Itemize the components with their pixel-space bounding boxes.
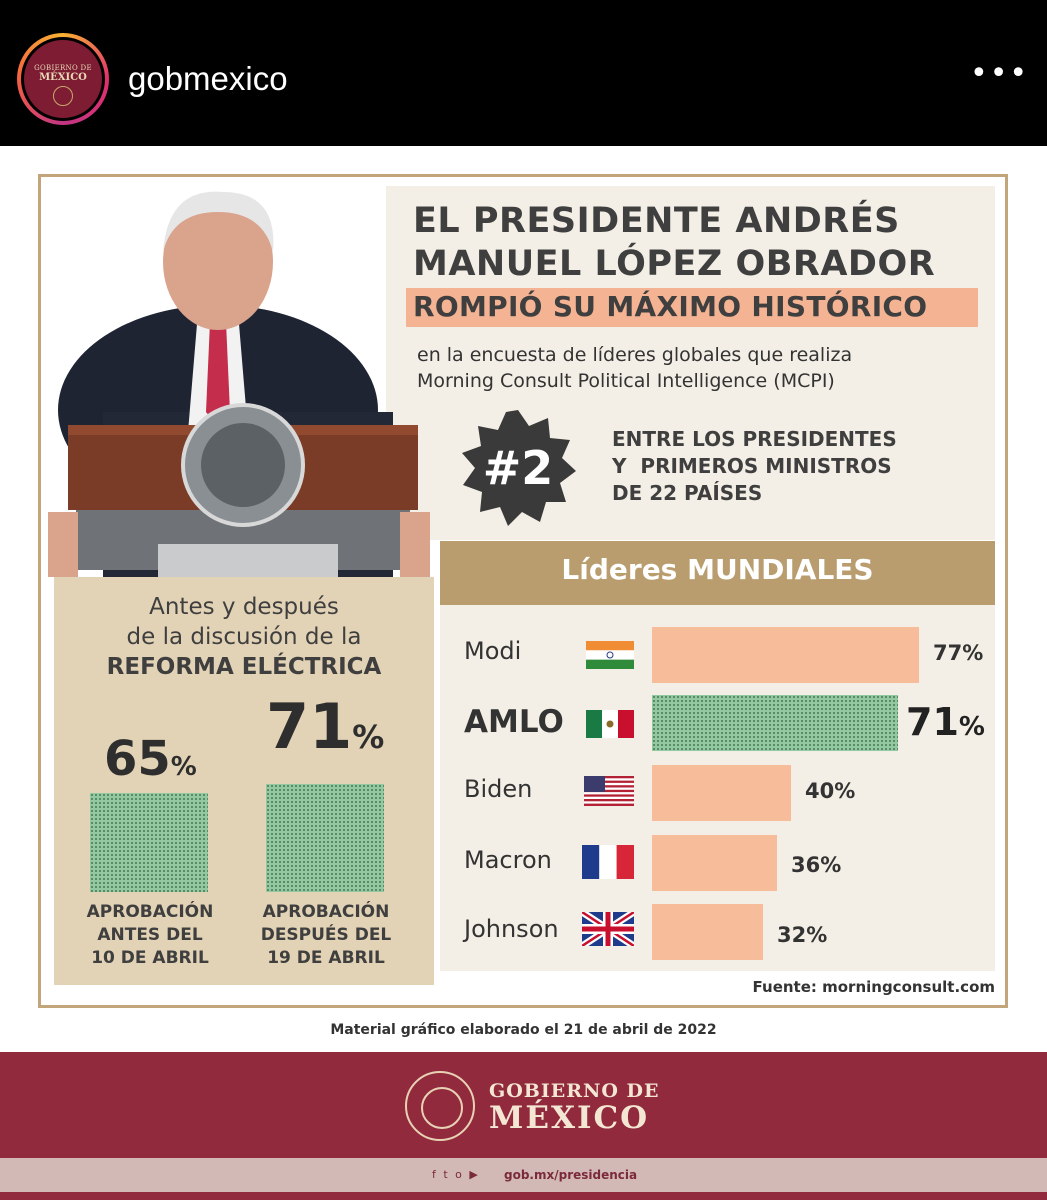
headline-line2: MANUEL LÓPEZ OBRADOR: [413, 244, 936, 284]
leader-label-macron: Macron: [464, 846, 552, 874]
rank-line3: DE 22 PAÍSES: [612, 481, 763, 505]
subtitle-line1: en la encuesta de líderes globales que r…: [417, 344, 853, 366]
seal-icon: [53, 86, 73, 106]
source-credit: Fuente: morningconsult.com: [752, 978, 995, 996]
president-photo: [48, 191, 430, 577]
after-caption-line3: 19 DE ABRIL: [267, 948, 385, 968]
bar-johnson: [652, 904, 763, 960]
reform-title: Antes y después de la discusión de la RE…: [54, 592, 434, 682]
post-header: GOBIERNO DE MÉXICO gobmexico •••: [0, 0, 1047, 146]
rank-badge-icon: #2: [462, 410, 576, 526]
footer-strip: [0, 1158, 1047, 1192]
before-caption-line3: 10 DE ABRIL: [91, 948, 209, 968]
after-value: 71%: [266, 690, 384, 763]
more-options-icon[interactable]: •••: [970, 56, 1030, 91]
reform-panel: [54, 577, 434, 985]
avatar: GOBIERNO DE MÉXICO: [21, 37, 105, 121]
bar-amlo: [652, 695, 898, 751]
before-pct-sign: %: [170, 752, 197, 782]
bar-macron: [652, 835, 777, 891]
value-label-biden: 40%: [805, 779, 856, 803]
mexico-flag-icon: [586, 710, 634, 738]
headline-subtitle: en la encuesta de líderes globales que r…: [417, 342, 852, 394]
leader-label-biden: Biden: [464, 775, 533, 803]
after-pct-sign: %: [352, 718, 385, 756]
footer-gob-line1: GOBIERNO DE: [489, 1080, 660, 1102]
username-link[interactable]: gobmexico: [128, 60, 288, 97]
amlo-pct-sign: %: [958, 712, 985, 742]
after-approval-bar: [266, 784, 384, 892]
before-caption: APROBACIÓN ANTES DEL 10 DE ABRIL: [72, 901, 228, 970]
after-number: 71: [266, 690, 353, 763]
after-caption-line1: APROBACIÓN: [262, 902, 390, 922]
uk-flag-icon: [582, 912, 634, 946]
social-icons: f t o ▶: [432, 1168, 480, 1181]
leader-label-johnson: Johnson: [464, 915, 559, 943]
material-caption: Material gráfico elaborado el 21 de abri…: [330, 1022, 717, 1038]
avatar-text-line1: GOBIERNO DE: [34, 64, 92, 72]
rank-line2: Y PRIMEROS MINISTROS: [612, 454, 892, 478]
value-label-amlo: 71%: [906, 700, 985, 744]
leaders-title: Líderes MUNDIALES: [561, 553, 874, 586]
before-number: 65: [104, 731, 171, 787]
leader-label-modi: Modi: [464, 637, 522, 665]
headline-highlight: ROMPIÓ SU MÁXIMO HISTÓRICO: [413, 290, 928, 323]
usa-flag-icon: [584, 776, 634, 806]
before-caption-line1: APROBACIÓN: [86, 902, 214, 922]
rank-line1: ENTRE LOS PRESIDENTES: [612, 427, 897, 451]
reform-title-line3: REFORMA ELÉCTRICA: [106, 654, 382, 680]
value-label-johnson: 32%: [777, 923, 828, 947]
bar-modi: [652, 627, 919, 683]
india-flag-icon: [586, 641, 634, 669]
footer-url-link[interactable]: gob.mx/presidencia: [504, 1168, 638, 1182]
leader-label-amlo: AMLO: [464, 704, 564, 740]
france-flag-icon: [582, 845, 634, 879]
leaders-band: [440, 541, 995, 605]
reform-title-line2: de la discusión de la: [126, 624, 362, 650]
avatar-text-line2: MÉXICO: [39, 72, 87, 83]
before-approval-bar: [90, 793, 208, 892]
coat-of-arms-icon: [405, 1071, 475, 1141]
headline-line1: EL PRESIDENTE ANDRÉS: [413, 201, 900, 241]
rank-number: #2: [483, 441, 554, 495]
highlight-background: [406, 288, 978, 327]
value-label-macron: 36%: [791, 853, 842, 877]
before-value: 65%: [104, 731, 197, 787]
after-caption-line2: DESPUÉS DEL: [260, 925, 392, 945]
reform-title-line1: Antes y después: [149, 594, 339, 620]
subtitle-line2: Morning Consult Political Intelligence (…: [417, 370, 835, 392]
after-caption: APROBACIÓN DESPUÉS DEL 19 DE ABRIL: [246, 901, 406, 970]
rank-description: ENTRE LOS PRESIDENTES Y PRIMEROS MINISTR…: [612, 426, 897, 507]
bar-biden: [652, 765, 791, 821]
before-caption-line2: ANTES DEL: [97, 925, 203, 945]
headline-title: EL PRESIDENTE ANDRÉS MANUEL LÓPEZ OBRADO…: [413, 200, 935, 286]
amlo-number: 71: [906, 700, 959, 744]
profile-avatar[interactable]: GOBIERNO DE MÉXICO: [17, 33, 109, 125]
footer-gob-line2: MÉXICO: [489, 1100, 650, 1136]
value-label-modi: 77%: [933, 641, 984, 665]
